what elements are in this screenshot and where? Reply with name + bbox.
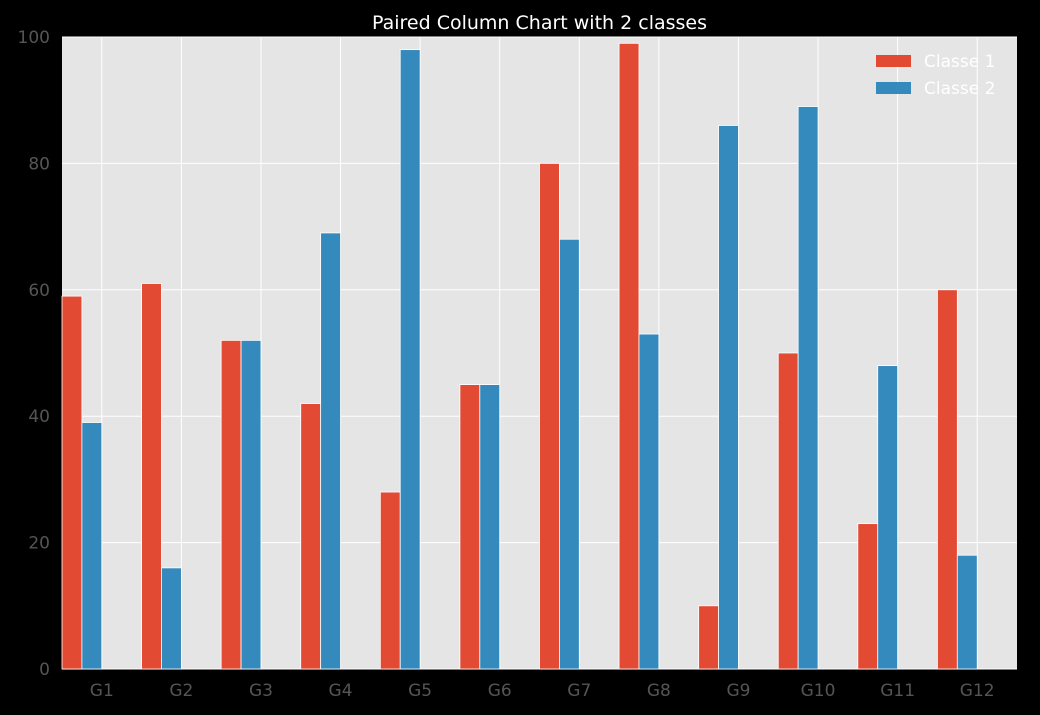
x-tick-label: G3 [249,681,273,701]
bar-g7-series-1 [539,162,560,670]
y-tick-label: 20 [28,534,50,554]
x-tick-label: G7 [567,681,591,701]
y-tick-label: 60 [28,281,50,301]
legend-label-series-2: Classe 2 [924,79,995,99]
y-tick-label: 100 [18,28,50,48]
bar-g8-series-1 [618,42,640,670]
bar-g6-series-1 [459,384,481,670]
bar-g6-series-2 [479,384,501,670]
x-tick-label: G10 [801,681,836,701]
x-tick-label: G9 [726,681,750,701]
bars [61,42,978,670]
y-tick-label: 0 [39,660,50,680]
x-tick-label: G1 [90,681,114,701]
y-tick-label: 80 [28,154,50,174]
x-tick-label: G5 [408,681,432,701]
legend: Classe 1 Classe 2 [876,52,995,99]
bar-g9-series-2 [718,125,739,670]
bar-g3-series-1 [220,339,242,670]
legend-label-series-1: Classe 1 [924,52,995,72]
bar-g5-series-2 [399,49,421,670]
x-tick-label: G12 [960,681,995,701]
bar-g7-series-2 [558,238,580,670]
bar-g11-series-2 [877,365,899,670]
x-tick-label: G6 [488,681,512,701]
bar-g11-series-1 [857,523,879,670]
bar-g1-series-2 [81,422,103,670]
bar-g10-series-2 [797,106,819,670]
legend-swatch-series-1 [876,55,911,67]
x-axis-ticks: G1 G2 G3 G4 G5 G6 G7 G8 G9 G10 G11 G12 [90,681,995,701]
bar-g8-series-2 [638,333,660,670]
bar-g5-series-1 [379,491,401,670]
y-axis-ticks: 0 20 40 60 80 100 [18,28,50,680]
bar-g4-series-2 [320,232,341,670]
bar-g10-series-1 [777,352,799,670]
bar-g1-series-1 [61,295,83,670]
bar-g2-series-2 [161,567,182,670]
legend-swatch-series-2 [876,82,911,94]
x-tick-label: G2 [169,681,193,701]
bar-g4-series-1 [300,403,322,670]
bar-g2-series-1 [141,283,162,670]
bar-g12-series-2 [956,554,978,670]
bar-g9-series-1 [698,605,719,670]
x-tick-label: G4 [329,681,353,701]
y-tick-label: 40 [28,407,50,427]
bar-g12-series-1 [937,289,958,670]
chart-title: Paired Column Chart with 2 classes [372,12,707,34]
x-tick-label: G8 [647,681,671,701]
x-tick-label: G11 [880,681,915,701]
bar-g3-series-2 [240,339,262,670]
